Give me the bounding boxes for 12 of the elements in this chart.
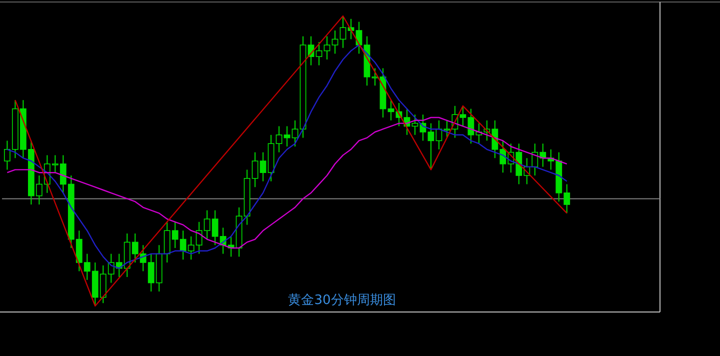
candlestick [292, 120, 298, 147]
candlestick [324, 36, 330, 60]
candlestick [316, 42, 322, 66]
candlestick [260, 152, 266, 182]
candlestick [284, 126, 290, 147]
candlestick [332, 30, 338, 54]
candlestick [276, 126, 282, 153]
candlestick [340, 16, 346, 48]
candlestick [372, 68, 378, 86]
candlestick [388, 100, 394, 121]
annotation: 黄金30分钟周期图 [288, 293, 396, 308]
candlestick [252, 152, 258, 188]
